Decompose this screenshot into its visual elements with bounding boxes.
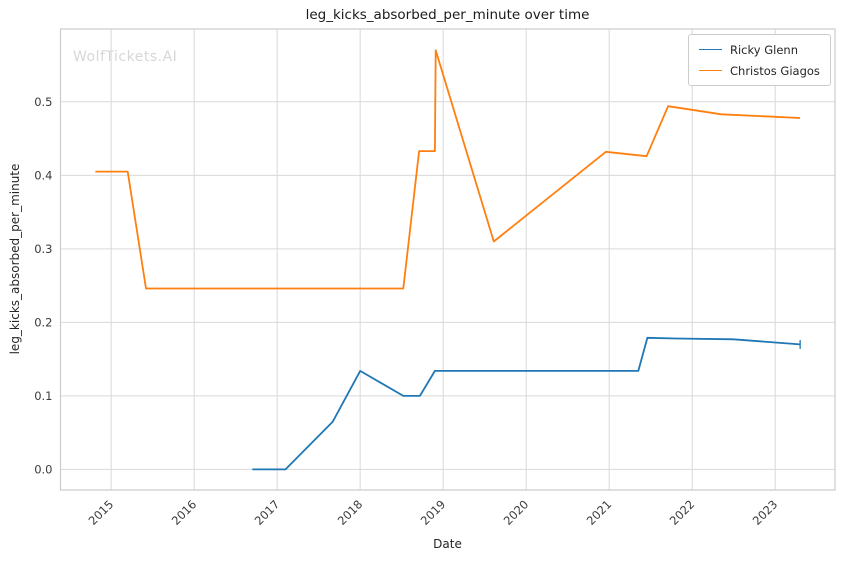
legend-label: Christos Giagos (730, 63, 820, 78)
y-tick-label: 0.3 (34, 242, 52, 256)
y-tick-label: 0.2 (34, 315, 52, 329)
x-tick-label: 2023 (750, 497, 781, 528)
x-tick-label: 2015 (86, 497, 117, 528)
legend-label: Ricky Glenn (730, 42, 798, 57)
x-tick-label: 2021 (584, 497, 615, 528)
y-tick-label: 0.4 (34, 168, 52, 182)
legend: Ricky Glenn Christos Giagos (688, 34, 831, 86)
watermark: WolfTickets.AI (73, 49, 178, 65)
y-tick-label: 0.5 (34, 95, 52, 109)
x-axis-label: Date (433, 537, 462, 551)
x-tick-label: 2022 (667, 497, 698, 528)
x-tick-label: 2020 (501, 497, 532, 528)
x-tick-label: 2019 (418, 497, 449, 528)
legend-line-sample-blue (699, 49, 722, 50)
y-tick-label: 0.1 (34, 389, 52, 403)
x-tick-label: 2016 (169, 497, 200, 528)
y-axis-label: leg_kicks_absorbed_per_minute (8, 163, 22, 355)
legend-line-sample-orange (699, 70, 722, 71)
y-tick-label: 0.0 (34, 462, 52, 476)
legend-item-ricky-glenn: Ricky Glenn (699, 39, 820, 60)
x-tick-label: 2018 (335, 497, 366, 528)
series-line-christos-giagos (95, 49, 801, 290)
series-line-ricky-glenn (252, 336, 801, 471)
legend-item-christos-giagos: Christos Giagos (699, 60, 820, 81)
chart-title: leg_kicks_absorbed_per_minute over time (305, 7, 590, 23)
plot-border (59, 28, 836, 491)
x-tick-label: 2017 (252, 497, 283, 528)
